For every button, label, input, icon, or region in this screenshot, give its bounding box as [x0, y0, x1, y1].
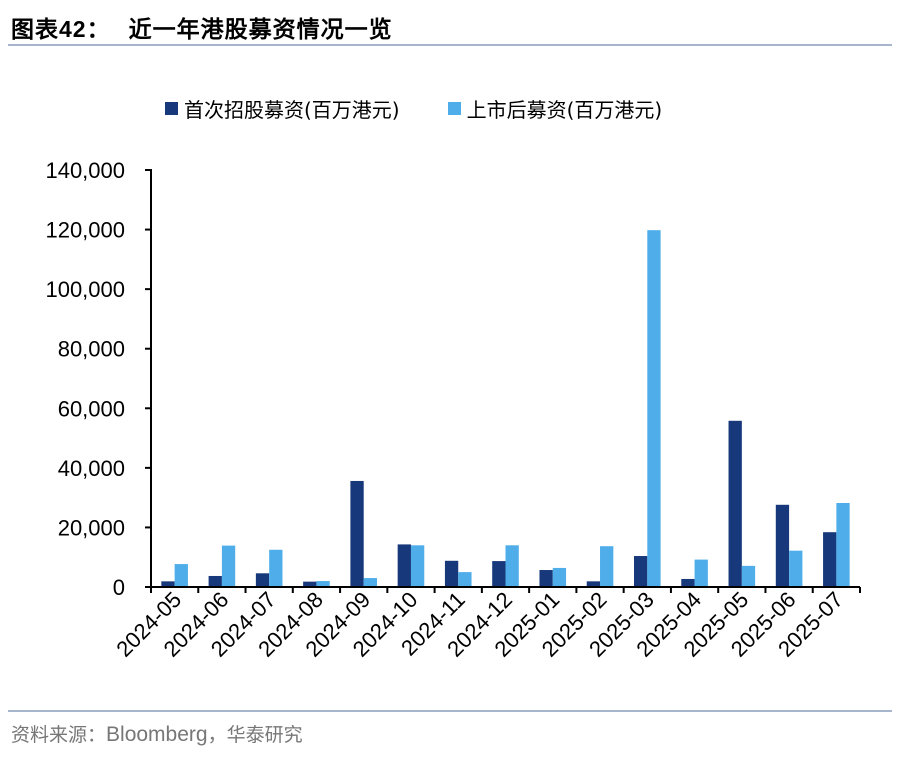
title-divider: [8, 44, 892, 46]
bar-follow-on: [600, 546, 614, 587]
footer-divider: [8, 710, 892, 712]
bar-follow-on: [694, 559, 708, 587]
bar-ipo: [208, 575, 222, 587]
bar-follow-on: [316, 581, 330, 587]
figure-label: 图表: [11, 17, 59, 43]
y-tick-label: 80,000: [58, 337, 125, 362]
bar-ipo: [728, 420, 742, 587]
figure-number: 42：: [59, 16, 111, 42]
bar-ipo: [161, 581, 175, 587]
bar-ipo: [444, 560, 459, 587]
bar-ipo: [539, 570, 553, 587]
bar-ipo: [350, 480, 364, 587]
bar-ipo: [634, 556, 648, 587]
bar-follow-on: [458, 572, 472, 587]
source-en: Bloomberg: [106, 723, 208, 746]
source-note: 资料来源：Bloomberg，华泰研究: [11, 720, 303, 747]
y-tick-label: 20,000: [58, 515, 125, 540]
y-tick-label: 100,000: [45, 277, 125, 302]
bar-follow-on: [505, 545, 519, 587]
bar-ipo: [397, 544, 411, 587]
figure-title-text: 近一年港股募资情况一览: [128, 17, 393, 43]
bar-follow-on: [269, 549, 283, 587]
source-prefix: 资料来源：: [11, 724, 107, 746]
bar-follow-on: [836, 503, 850, 587]
legend-swatch-ipo: [165, 102, 178, 115]
y-tick-label: 120,000: [45, 218, 125, 243]
legend-item-follow-on: 上市后募资(百万港元): [447, 94, 663, 123]
bar-ipo: [775, 504, 790, 587]
y-tick-label: 140,000: [45, 158, 125, 183]
y-tick-label: 40,000: [58, 456, 125, 481]
legend-label-follow-on: 上市后募资(百万港元): [466, 98, 663, 122]
bar-follow-on: [552, 567, 567, 587]
bar-ipo: [255, 573, 270, 587]
bar-follow-on: [363, 578, 377, 587]
bar-follow-on: [174, 564, 188, 587]
bar-follow-on: [789, 550, 803, 587]
bar-follow-on: [741, 565, 756, 587]
legend-item-ipo: 首次招股募资(百万港元): [165, 94, 400, 123]
bar-chart: 0 20,000 40,000 60,000 80,000 100,000 120,000 1…: [45, 158, 861, 662]
source-suffix: ，华泰研究: [207, 724, 303, 746]
bar-follow-on: [410, 545, 425, 587]
y-tick-label: 60,000: [58, 396, 125, 421]
figure-title: 图表42： 近一年港股募资情况一览: [11, 10, 393, 44]
bar-follow-on: [647, 230, 661, 587]
bar-ipo: [681, 578, 695, 587]
bar-ipo: [823, 532, 837, 587]
bar-ipo: [303, 581, 317, 587]
bar-follow-on: [221, 545, 236, 587]
legend-label-ipo: 首次招股募资(百万港元): [184, 98, 400, 122]
legend-swatch-follow-on: [447, 102, 461, 115]
bar-ipo: [586, 581, 601, 587]
y-tick-label: 0: [113, 575, 125, 600]
chart-legend: 首次招股募资(百万港元) 上市后募资(百万港元): [165, 94, 662, 123]
bar-ipo: [492, 561, 506, 587]
